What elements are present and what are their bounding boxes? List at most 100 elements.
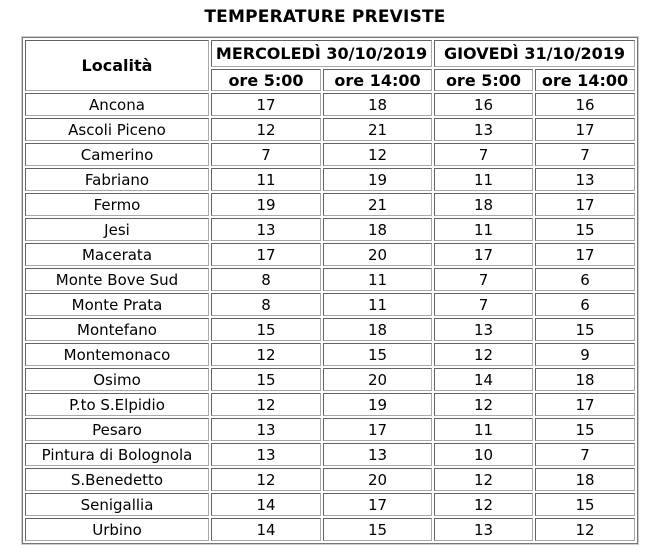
- locality-cell: Macerata: [25, 243, 209, 266]
- locality-cell: Pintura di Bolognola: [25, 443, 209, 466]
- temperature-cell: 13: [434, 118, 533, 141]
- temperature-cell: 14: [211, 518, 321, 541]
- table-header: Località MERCOLEDÌ 30/10/2019 GIOVEDÌ 31…: [25, 40, 635, 91]
- temperature-cell: 18: [323, 318, 432, 341]
- temperature-cell: 7: [535, 443, 635, 466]
- table-row: Montemonaco 12 15 12 9: [25, 343, 635, 366]
- locality-cell: Senigallia: [25, 493, 209, 516]
- temperature-cell: 17: [323, 418, 432, 441]
- table-row: Jesi 13 18 11 15: [25, 218, 635, 241]
- table-row: Senigallia 14 17 12 15: [25, 493, 635, 516]
- header-row-times: ore 5:00 ore 14:00 ore 5:00 ore 14:00: [25, 69, 635, 91]
- temperature-cell: 14: [434, 368, 533, 391]
- temperature-cell: 16: [535, 93, 635, 116]
- temperature-cell: 17: [434, 243, 533, 266]
- temperature-cell: 17: [535, 118, 635, 141]
- table-row: Monte Bove Sud 8 11 7 6: [25, 268, 635, 291]
- column-header-wednesday: MERCOLEDÌ 30/10/2019: [211, 40, 432, 67]
- table-row: Camerino 7 12 7 7: [25, 143, 635, 166]
- temperature-cell: 12: [211, 393, 321, 416]
- column-header-thu-0500: ore 5:00: [434, 69, 533, 91]
- locality-cell: Ascoli Piceno: [25, 118, 209, 141]
- table-row: Fabriano 11 19 11 13: [25, 168, 635, 191]
- temperature-cell: 17: [535, 193, 635, 216]
- table-row: P.to S.Elpidio 12 19 12 17: [25, 393, 635, 416]
- locality-cell: Jesi: [25, 218, 209, 241]
- column-header-locality: Località: [25, 40, 209, 91]
- temperature-cell: 7: [434, 293, 533, 316]
- temperature-cell: 19: [211, 193, 321, 216]
- temperature-cell: 13: [211, 218, 321, 241]
- table-body: Ancona 17 18 16 16 Ascoli Piceno 12 21 13 17 Camer…: [25, 93, 635, 541]
- temperature-cell: 20: [323, 468, 432, 491]
- table-row: Ascoli Piceno 12 21 13 17: [25, 118, 635, 141]
- temperature-cell: 6: [535, 268, 635, 291]
- temperature-cell: 18: [323, 93, 432, 116]
- temperature-cell: 6: [535, 293, 635, 316]
- table-row: Pesaro 13 17 11 15: [25, 418, 635, 441]
- table-row: Macerata 17 20 17 17: [25, 243, 635, 266]
- temperature-cell: 15: [323, 518, 432, 541]
- table-row: Urbino 14 15 13 12: [25, 518, 635, 541]
- locality-cell: S.Benedetto: [25, 468, 209, 491]
- temperature-cell: 12: [535, 518, 635, 541]
- temperature-cell: 13: [211, 443, 321, 466]
- column-header-thu-1400: ore 14:00: [535, 69, 635, 91]
- temperature-cell: 20: [323, 368, 432, 391]
- temperature-cell: 18: [535, 368, 635, 391]
- temperature-cell: 14: [211, 493, 321, 516]
- table-row: Monte Prata 8 11 7 6: [25, 293, 635, 316]
- temperature-cell: 15: [211, 318, 321, 341]
- temperature-cell: 15: [535, 418, 635, 441]
- temperature-cell: 16: [434, 93, 533, 116]
- temperature-cell: 18: [535, 468, 635, 491]
- locality-cell: Urbino: [25, 518, 209, 541]
- locality-cell: Osimo: [25, 368, 209, 391]
- temperature-cell: 19: [323, 168, 432, 191]
- temperature-cell: 11: [323, 268, 432, 291]
- temperature-cell: 7: [211, 143, 321, 166]
- locality-cell: Montefano: [25, 318, 209, 341]
- temperature-cell: 17: [535, 393, 635, 416]
- temperature-cell: 15: [323, 343, 432, 366]
- temperature-cell: 11: [323, 293, 432, 316]
- temperature-cell: 15: [211, 368, 321, 391]
- locality-cell: P.to S.Elpidio: [25, 393, 209, 416]
- temperature-cell: 15: [535, 493, 635, 516]
- temperature-cell: 17: [211, 243, 321, 266]
- temperature-cell: 12: [434, 393, 533, 416]
- locality-cell: Pesaro: [25, 418, 209, 441]
- temperature-cell: 15: [535, 218, 635, 241]
- column-header-wed-1400: ore 14:00: [323, 69, 432, 91]
- temperature-cell: 10: [434, 443, 533, 466]
- temperature-cell: 12: [211, 343, 321, 366]
- temperature-cell: 21: [323, 118, 432, 141]
- table-row: S.Benedetto 12 20 12 18: [25, 468, 635, 491]
- table-row: Ancona 17 18 16 16: [25, 93, 635, 116]
- header-row-days: Località MERCOLEDÌ 30/10/2019 GIOVEDÌ 31…: [25, 40, 635, 91]
- temperature-cell: 13: [211, 418, 321, 441]
- locality-cell: Montemonaco: [25, 343, 209, 366]
- temperature-cell: 13: [535, 168, 635, 191]
- temperature-cell: 15: [535, 318, 635, 341]
- locality-cell: Monte Bove Sud: [25, 268, 209, 291]
- temperature-cell: 17: [211, 93, 321, 116]
- temperature-cell: 11: [434, 418, 533, 441]
- temperature-cell: 12: [211, 468, 321, 491]
- locality-cell: Monte Prata: [25, 293, 209, 316]
- locality-cell: Ancona: [25, 93, 209, 116]
- locality-cell: Fabriano: [25, 168, 209, 191]
- temperature-cell: 13: [434, 318, 533, 341]
- temperature-cell: 9: [535, 343, 635, 366]
- table-row: Osimo 15 20 14 18: [25, 368, 635, 391]
- temperature-cell: 8: [211, 268, 321, 291]
- table-row: Pintura di Bolognola 13 13 10 7: [25, 443, 635, 466]
- temperature-cell: 7: [434, 268, 533, 291]
- temperature-cell: 12: [211, 118, 321, 141]
- table-row: Montefano 15 18 13 15: [25, 318, 635, 341]
- temperature-cell: 17: [535, 243, 635, 266]
- column-header-wed-0500: ore 5:00: [211, 69, 321, 91]
- temperature-cell: 18: [434, 193, 533, 216]
- temperature-cell: 12: [323, 143, 432, 166]
- temperature-cell: 11: [211, 168, 321, 191]
